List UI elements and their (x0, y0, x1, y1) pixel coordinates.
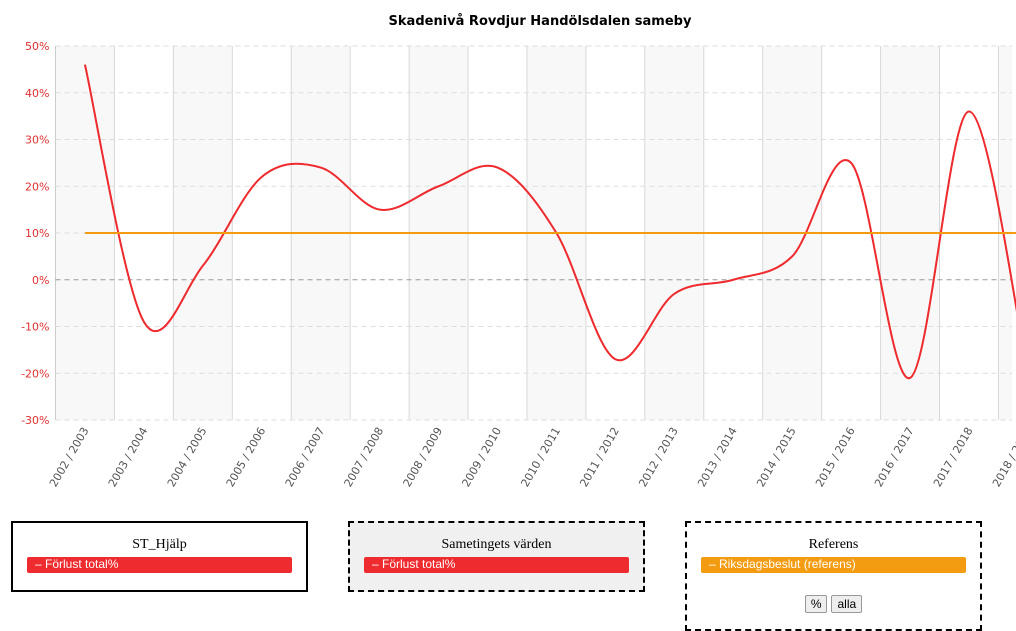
x-tick-label: 2016 / 2017 (872, 425, 917, 489)
legend-group-title: Referens (808, 537, 859, 552)
x-tick-label: 2006 / 2007 (283, 425, 328, 489)
legend-label: Förlust total% (382, 557, 456, 571)
controls: % alla (687, 593, 980, 613)
x-tick-label: 2008 / 2009 (401, 425, 446, 489)
control-button[interactable]: alla (831, 595, 863, 613)
legend-item: – Förlust total% (27, 557, 292, 573)
x-tick-label: 2013 / 2014 (695, 425, 740, 489)
control-button[interactable]: % (804, 595, 828, 613)
y-tick-label: 30% (25, 134, 49, 147)
x-tick-label: 2011 / 2012 (577, 425, 622, 489)
legend-box: ST_Hjälp – Förlust total% (11, 521, 308, 592)
legend-symbol: – (35, 557, 46, 571)
x-tick-label: 2007 / 2008 (342, 425, 387, 489)
chart-title: Skadenivå Rovdjur Handölsdalen sameby (389, 14, 692, 29)
chart: Skadenivå Rovdjur Handölsdalen sameby -3… (21, 14, 1016, 489)
x-tick-label: 2017 / 2018 (931, 425, 976, 489)
legend-group-title: ST_Hjälp (132, 537, 187, 552)
x-tick-label: 2009 / 2010 (460, 425, 505, 489)
x-tick-label: 2004 / 2005 (165, 425, 210, 489)
x-tick-label: 2015 / 2016 (813, 425, 858, 489)
y-tick-label: 10% (25, 227, 49, 240)
x-tick-label: 2002 / 2003 (47, 425, 92, 489)
y-tick-label: -10% (21, 321, 49, 334)
y-tick-label: 40% (25, 87, 49, 100)
x-tick-label: 2010 / 2011 (518, 425, 563, 489)
legend-box: Sametingets värden – Förlust total% (348, 521, 645, 592)
legend-item: – Riksdagsbeslut (referens) (701, 557, 966, 573)
legend-group-title: Sametingets värden (441, 537, 552, 552)
legend-item: – Förlust total% (364, 557, 629, 573)
series-line (84, 64, 1016, 379)
legend-label: Förlust total% (45, 557, 119, 571)
y-tick-label: -20% (21, 367, 49, 380)
legend-box: Referens – Riksdagsbeslut (referens)% alla (685, 521, 982, 631)
y-tick-label: 0% (32, 274, 49, 287)
legend-symbol: – (372, 557, 383, 571)
x-tick-label: 2018 / 2019 (990, 425, 1016, 489)
y-tick-label: 50% (25, 40, 49, 53)
y-tick-label: -30% (21, 414, 49, 427)
x-tick-label: 2005 / 2006 (224, 425, 269, 489)
y-tick-label: 20% (25, 180, 49, 193)
x-tick-label: 2014 / 2015 (754, 425, 799, 489)
x-tick-label: 2012 / 2013 (636, 425, 681, 489)
legend-symbol: – (709, 557, 720, 571)
legend-label: Riksdagsbeslut (referens) (719, 557, 856, 571)
x-tick-label: 2003 / 2004 (106, 425, 151, 489)
